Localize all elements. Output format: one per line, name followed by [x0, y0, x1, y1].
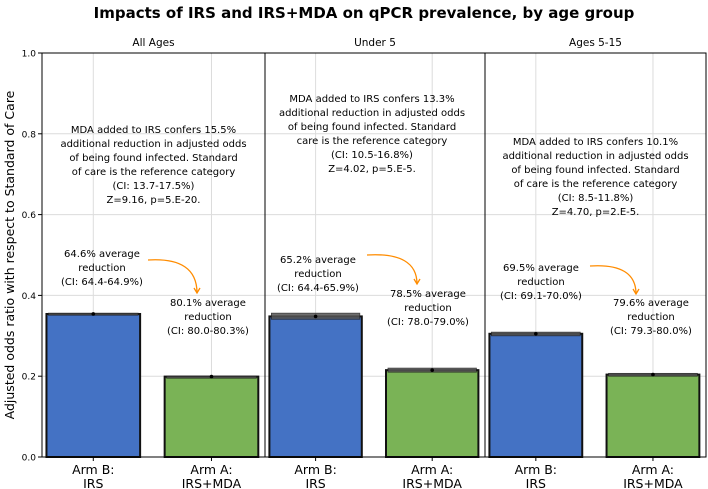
summary-annotation: care is the reference category	[297, 136, 448, 147]
summary-annotation: of care is the reference category	[514, 179, 678, 190]
irs-mda-reduction-note: (CI: 80.0-80.3%)	[167, 326, 249, 337]
irs-mda-reduction-note: 80.1% average	[170, 298, 246, 309]
x-tick-label: IRS	[526, 476, 546, 489]
summary-annotation: additional reduction in adjusted odds	[502, 151, 688, 162]
x-tick-label: IRS+MDA	[182, 476, 242, 489]
summary-annotation: (CI: 10.5-16.8%)	[331, 150, 413, 161]
x-tick-label: Arm A:	[190, 462, 232, 477]
summary-annotation: (CI: 13.7-17.5%)	[113, 181, 195, 192]
bar-irs	[488, 332, 584, 458]
arrowhead-icon	[193, 287, 201, 295]
summary-annotation: Z=9.16, p=5.E-20.	[107, 195, 201, 206]
bar-irs-mda	[163, 375, 260, 459]
irs-reduction-note: (CI: 64.4-64.9%)	[61, 277, 143, 288]
y-tick-label: 0.8	[22, 130, 37, 140]
irs-reduction-note: reduction	[294, 269, 341, 280]
x-tick-label: Arm A:	[632, 462, 674, 477]
point-estimate	[534, 331, 538, 336]
summary-annotation: additional reduction in adjusted odds	[279, 108, 465, 119]
x-tick-label: Arm A:	[411, 462, 453, 477]
summary-annotation: Z=4.70, p=2.E-5.	[552, 207, 640, 218]
summary-annotation: of being found infected. Standard	[69, 153, 237, 164]
irs-reduction-note: reduction	[78, 263, 125, 274]
irs-mda-reduction-note: reduction	[184, 312, 231, 323]
summary-annotation: of being found infected. Standard	[511, 165, 679, 176]
summary-annotation: additional reduction in adjusted odds	[60, 139, 246, 150]
y-tick-label: 0.4	[22, 292, 37, 302]
bar-irs	[268, 315, 363, 458]
summary-annotation: of care is the reference category	[72, 167, 236, 178]
point-estimate	[651, 372, 655, 377]
summary-annotation: MDA added to IRS confers 10.1%	[513, 137, 678, 148]
reduction-arrow	[366, 254, 418, 285]
bar-irs	[45, 312, 142, 459]
summary-annotation: MDA added to IRS confers 13.3%	[289, 94, 454, 105]
irs-reduction-note: 65.2% average	[280, 255, 356, 266]
reduction-arrow	[147, 259, 198, 294]
irs-mda-reduction-note: reduction	[627, 312, 674, 323]
irs-reduction-note: (CI: 64.4-65.9%)	[277, 283, 359, 294]
x-tick-label: Arm B:	[515, 462, 557, 477]
point-estimate	[430, 368, 435, 372]
x-tick-label: Arm B:	[72, 462, 114, 477]
reduction-arrow	[589, 265, 637, 295]
irs-reduction-note: (CI: 69.1-70.0%)	[500, 291, 582, 302]
irs-mda-reduction-note: 78.5% average	[390, 289, 466, 300]
panel-title: Ages 5-15	[569, 37, 622, 49]
irs-mda-reduction-note: 79.6% average	[613, 298, 689, 309]
summary-annotation: MDA added to IRS confers 15.5%	[71, 125, 236, 136]
summary-annotation: Z=4.02, p=5.E-5.	[328, 164, 416, 175]
x-tick-label: Arm B:	[294, 462, 336, 477]
x-tick-label: IRS	[305, 476, 325, 489]
panel-title: Under 5	[354, 37, 396, 49]
chart-title: Impacts of IRS and IRS+MDA on qPCR preva…	[94, 4, 635, 22]
point-estimate	[91, 312, 96, 316]
bar-irs-mda	[385, 369, 480, 459]
y-axis-label: Adjusted odds ratio with respect to Stan…	[2, 90, 17, 419]
point-estimate	[209, 374, 214, 379]
y-tick-label: 0.6	[22, 211, 37, 221]
irs-mda-reduction-note: reduction	[404, 303, 451, 314]
panel-title: All Ages	[132, 37, 174, 49]
x-tick-label: IRS+MDA	[402, 476, 462, 489]
x-tick-label: IRS+MDA	[623, 476, 683, 489]
irs-reduction-note: 69.5% average	[503, 263, 579, 274]
x-tick-label: IRS	[83, 476, 103, 489]
arrowhead-icon	[413, 278, 421, 286]
arrowhead-icon	[632, 288, 640, 296]
summary-annotation: of being found infected. Standard	[288, 122, 456, 133]
irs-reduction-note: 64.6% average	[64, 249, 140, 260]
summary-annotation: (CI: 8.5-11.8%)	[558, 193, 634, 204]
point-estimate	[313, 314, 318, 319]
y-tick-label: 1.0	[22, 50, 37, 60]
y-tick-label: 0.2	[22, 373, 36, 383]
y-tick-label: 0.0	[22, 454, 37, 464]
irs-mda-reduction-note: (CI: 79.3-80.0%)	[610, 326, 692, 337]
panel-frame	[484, 52, 707, 458]
bar-irs-mda	[605, 373, 701, 459]
irs-mda-reduction-note: (CI: 78.0-79.0%)	[387, 317, 469, 328]
irs-reduction-note: reduction	[517, 277, 564, 288]
